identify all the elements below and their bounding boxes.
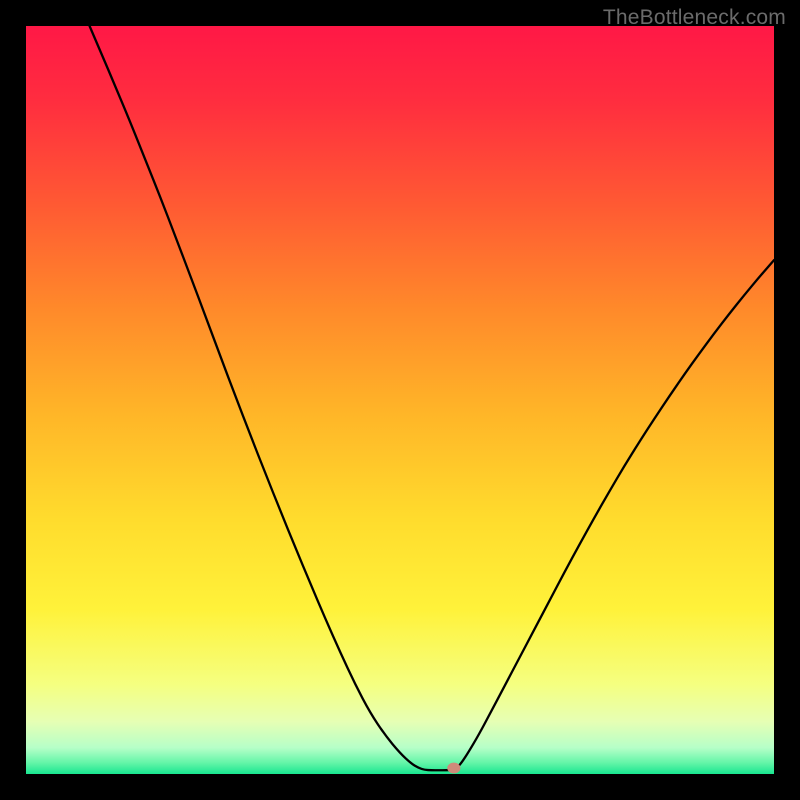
chart-svg <box>26 26 774 774</box>
watermark-text: TheBottleneck.com <box>603 6 786 30</box>
optimum-marker <box>447 763 460 774</box>
gradient-background <box>26 26 774 774</box>
bottleneck-chart <box>26 26 774 774</box>
